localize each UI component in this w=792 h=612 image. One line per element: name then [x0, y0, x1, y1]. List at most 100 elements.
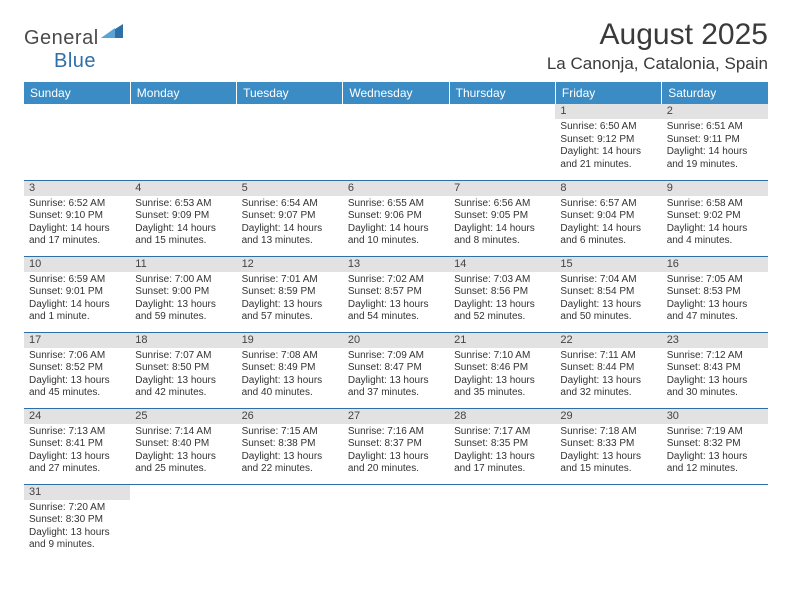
day-number: 27: [343, 409, 449, 424]
day-number: [343, 485, 449, 487]
sunset-text: Sunset: 8:43 PM: [667, 362, 763, 375]
calendar-cell: 24Sunrise: 7:13 AMSunset: 8:41 PMDayligh…: [24, 408, 130, 484]
sunset-text: Sunset: 9:04 PM: [560, 210, 656, 223]
calendar-cell: 2Sunrise: 6:51 AMSunset: 9:11 PMDaylight…: [662, 104, 768, 180]
daylight-text: Daylight: 14 hours and 8 minutes.: [454, 223, 550, 248]
sunrise-text: Sunrise: 6:59 AM: [29, 274, 125, 287]
weekday-header: Wednesday: [343, 82, 449, 104]
calendar-cell: 5Sunrise: 6:54 AMSunset: 9:07 PMDaylight…: [237, 180, 343, 256]
day-details: Sunrise: 7:15 AMSunset: 8:38 PMDaylight:…: [237, 424, 343, 479]
sunrise-text: Sunrise: 7:07 AM: [135, 350, 231, 363]
daylight-text: Daylight: 13 hours and 15 minutes.: [560, 451, 656, 476]
day-number: 2: [662, 104, 768, 119]
calendar-cell: 12Sunrise: 7:01 AMSunset: 8:59 PMDayligh…: [237, 256, 343, 332]
sunset-text: Sunset: 9:10 PM: [29, 210, 125, 223]
daylight-text: Daylight: 14 hours and 17 minutes.: [29, 223, 125, 248]
sunrise-text: Sunrise: 7:11 AM: [560, 350, 656, 363]
sunset-text: Sunset: 9:05 PM: [454, 210, 550, 223]
day-number: 29: [555, 409, 661, 424]
calendar-cell: 29Sunrise: 7:18 AMSunset: 8:33 PMDayligh…: [555, 408, 661, 484]
day-details: Sunrise: 6:52 AMSunset: 9:10 PMDaylight:…: [24, 196, 130, 251]
sunrise-text: Sunrise: 7:05 AM: [667, 274, 763, 287]
calendar-cell: 3Sunrise: 6:52 AMSunset: 9:10 PMDaylight…: [24, 180, 130, 256]
day-number: [237, 485, 343, 487]
sunrise-text: Sunrise: 7:20 AM: [29, 502, 125, 515]
day-number: 28: [449, 409, 555, 424]
sunset-text: Sunset: 8:59 PM: [242, 286, 338, 299]
sunrise-text: Sunrise: 7:06 AM: [29, 350, 125, 363]
day-number: 23: [662, 333, 768, 348]
day-details: Sunrise: 6:58 AMSunset: 9:02 PMDaylight:…: [662, 196, 768, 251]
day-details: Sunrise: 7:09 AMSunset: 8:47 PMDaylight:…: [343, 348, 449, 403]
calendar-body: 1Sunrise: 6:50 AMSunset: 9:12 PMDaylight…: [24, 104, 768, 560]
sunset-text: Sunset: 8:56 PM: [454, 286, 550, 299]
day-number: [449, 104, 555, 106]
sunrise-text: Sunrise: 7:17 AM: [454, 426, 550, 439]
day-number: 3: [24, 181, 130, 196]
sunset-text: Sunset: 8:50 PM: [135, 362, 231, 375]
logo-text-blue: Blue: [54, 50, 96, 72]
calendar-cell: [237, 484, 343, 560]
day-details: Sunrise: 7:06 AMSunset: 8:52 PMDaylight:…: [24, 348, 130, 403]
day-number: 6: [343, 181, 449, 196]
day-number: 4: [130, 181, 236, 196]
calendar-cell: 11Sunrise: 7:00 AMSunset: 9:00 PMDayligh…: [130, 256, 236, 332]
calendar-cell: 31Sunrise: 7:20 AMSunset: 8:30 PMDayligh…: [24, 484, 130, 560]
sunset-text: Sunset: 8:44 PM: [560, 362, 656, 375]
day-details: Sunrise: 7:17 AMSunset: 8:35 PMDaylight:…: [449, 424, 555, 479]
day-number: 15: [555, 257, 661, 272]
day-number: [237, 104, 343, 106]
logo-flag-icon: [99, 27, 123, 49]
day-number: 21: [449, 333, 555, 348]
day-details: Sunrise: 7:03 AMSunset: 8:56 PMDaylight:…: [449, 272, 555, 327]
daylight-text: Daylight: 13 hours and 30 minutes.: [667, 375, 763, 400]
sunrise-text: Sunrise: 7:13 AM: [29, 426, 125, 439]
calendar-cell: 23Sunrise: 7:12 AMSunset: 8:43 PMDayligh…: [662, 332, 768, 408]
sunrise-text: Sunrise: 7:02 AM: [348, 274, 444, 287]
sunset-text: Sunset: 9:00 PM: [135, 286, 231, 299]
calendar-week-row: 24Sunrise: 7:13 AMSunset: 8:41 PMDayligh…: [24, 408, 768, 484]
sunrise-text: Sunrise: 6:54 AM: [242, 198, 338, 211]
sunset-text: Sunset: 8:30 PM: [29, 514, 125, 527]
day-number: 13: [343, 257, 449, 272]
daylight-text: Daylight: 14 hours and 6 minutes.: [560, 223, 656, 248]
sunset-text: Sunset: 9:06 PM: [348, 210, 444, 223]
day-number: 5: [237, 181, 343, 196]
daylight-text: Daylight: 13 hours and 40 minutes.: [242, 375, 338, 400]
sunrise-text: Sunrise: 7:14 AM: [135, 426, 231, 439]
sunset-text: Sunset: 9:07 PM: [242, 210, 338, 223]
daylight-text: Daylight: 13 hours and 37 minutes.: [348, 375, 444, 400]
day-number: 20: [343, 333, 449, 348]
day-number: 26: [237, 409, 343, 424]
day-number: 10: [24, 257, 130, 272]
calendar-cell: 25Sunrise: 7:14 AMSunset: 8:40 PMDayligh…: [130, 408, 236, 484]
day-details: Sunrise: 6:56 AMSunset: 9:05 PMDaylight:…: [449, 196, 555, 251]
day-number: [555, 485, 661, 487]
sunrise-text: Sunrise: 6:52 AM: [29, 198, 125, 211]
sunrise-text: Sunrise: 7:10 AM: [454, 350, 550, 363]
calendar-cell: [130, 104, 236, 180]
daylight-text: Daylight: 13 hours and 32 minutes.: [560, 375, 656, 400]
sunset-text: Sunset: 8:52 PM: [29, 362, 125, 375]
sunrise-text: Sunrise: 7:09 AM: [348, 350, 444, 363]
day-details: Sunrise: 7:04 AMSunset: 8:54 PMDaylight:…: [555, 272, 661, 327]
calendar-week-row: 17Sunrise: 7:06 AMSunset: 8:52 PMDayligh…: [24, 332, 768, 408]
day-number: 11: [130, 257, 236, 272]
calendar-cell: 21Sunrise: 7:10 AMSunset: 8:46 PMDayligh…: [449, 332, 555, 408]
daylight-text: Daylight: 13 hours and 20 minutes.: [348, 451, 444, 476]
calendar-cell: [662, 484, 768, 560]
day-details: Sunrise: 6:59 AMSunset: 9:01 PMDaylight:…: [24, 272, 130, 327]
calendar-cell: 9Sunrise: 6:58 AMSunset: 9:02 PMDaylight…: [662, 180, 768, 256]
daylight-text: Daylight: 13 hours and 52 minutes.: [454, 299, 550, 324]
calendar-week-row: 1Sunrise: 6:50 AMSunset: 9:12 PMDaylight…: [24, 104, 768, 180]
calendar-cell: 18Sunrise: 7:07 AMSunset: 8:50 PMDayligh…: [130, 332, 236, 408]
day-details: Sunrise: 6:53 AMSunset: 9:09 PMDaylight:…: [130, 196, 236, 251]
sunset-text: Sunset: 8:38 PM: [242, 438, 338, 451]
calendar-week-row: 10Sunrise: 6:59 AMSunset: 9:01 PMDayligh…: [24, 256, 768, 332]
calendar-cell: 4Sunrise: 6:53 AMSunset: 9:09 PMDaylight…: [130, 180, 236, 256]
daylight-text: Daylight: 14 hours and 4 minutes.: [667, 223, 763, 248]
calendar-cell: 7Sunrise: 6:56 AMSunset: 9:05 PMDaylight…: [449, 180, 555, 256]
day-details: Sunrise: 6:51 AMSunset: 9:11 PMDaylight:…: [662, 119, 768, 174]
sunrise-text: Sunrise: 6:51 AM: [667, 121, 763, 134]
calendar-cell: 8Sunrise: 6:57 AMSunset: 9:04 PMDaylight…: [555, 180, 661, 256]
